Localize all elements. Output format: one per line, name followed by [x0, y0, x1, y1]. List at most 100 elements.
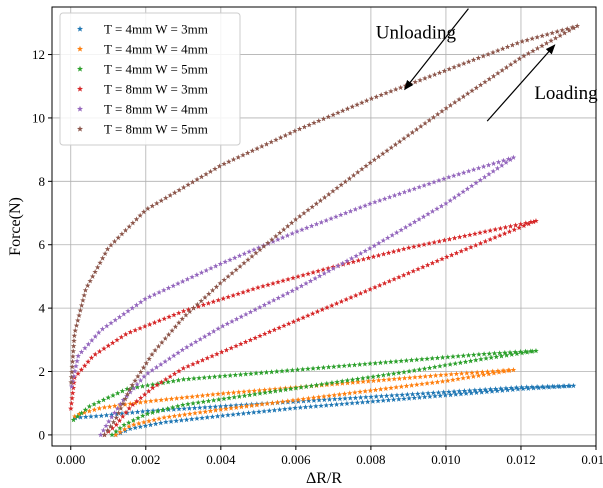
data-point	[137, 399, 144, 405]
data-point	[434, 205, 440, 212]
data-point	[426, 240, 432, 246]
data-point	[96, 348, 103, 354]
data-point	[427, 373, 434, 379]
data-point	[338, 298, 345, 304]
x-tick-label: 0.012	[506, 452, 535, 467]
data-point	[223, 406, 229, 412]
data-point	[202, 404, 208, 410]
data-point	[129, 409, 136, 415]
data-point	[401, 395, 407, 402]
data-point	[549, 383, 556, 389]
data-point	[539, 383, 546, 390]
legend-item: T = 8mm W = 4mm	[76, 102, 208, 117]
data-point	[171, 189, 178, 196]
data-point	[368, 393, 374, 400]
data-point	[130, 417, 137, 423]
legend-box	[59, 12, 241, 146]
data-point	[184, 344, 190, 350]
data-point	[70, 348, 77, 354]
data-point	[139, 412, 146, 419]
data-point	[223, 347, 230, 353]
data-point	[473, 180, 479, 186]
data-point	[516, 224, 522, 231]
data-point	[158, 420, 164, 426]
data-point	[142, 323, 148, 329]
data-point	[519, 38, 525, 44]
data-point	[221, 277, 227, 283]
data-point	[357, 290, 364, 296]
data-point	[396, 370, 402, 376]
data-point	[263, 141, 270, 147]
data-point	[517, 221, 524, 227]
data-point	[496, 350, 503, 356]
data-point	[202, 408, 209, 415]
data-point	[214, 413, 221, 419]
data-point	[383, 90, 389, 96]
data-point	[219, 412, 226, 419]
data-point	[150, 407, 156, 414]
data-point	[352, 394, 359, 401]
data-point	[233, 404, 239, 410]
data-point	[351, 362, 358, 368]
data-point	[422, 120, 428, 126]
data-point	[320, 266, 326, 273]
data-point	[129, 305, 136, 311]
data-point	[370, 373, 376, 380]
data-point	[151, 417, 157, 423]
data-point	[490, 49, 496, 55]
data-point	[478, 356, 484, 362]
data-point	[261, 408, 267, 414]
data-point	[461, 388, 468, 394]
data-point	[148, 398, 154, 404]
data-point	[102, 250, 108, 257]
data-point	[88, 354, 95, 361]
data-point	[344, 258, 350, 264]
data-point	[492, 234, 498, 240]
data-point	[121, 422, 127, 428]
data-point	[254, 402, 260, 408]
data-point	[226, 158, 232, 165]
data-point	[406, 244, 412, 251]
data-point	[179, 278, 186, 284]
data-point	[71, 332, 78, 339]
legend-marker	[76, 105, 84, 112]
data-point	[154, 200, 160, 206]
data-point	[307, 403, 314, 410]
data-point	[442, 362, 448, 368]
data-point	[109, 340, 116, 346]
data-point	[544, 383, 551, 389]
data-point	[406, 368, 412, 374]
data-point	[331, 363, 337, 370]
data-point	[393, 86, 399, 92]
data-point	[191, 405, 198, 411]
data-point	[76, 411, 83, 417]
data-point	[268, 139, 275, 145]
data-point	[204, 392, 211, 398]
data-point	[95, 329, 102, 335]
data-point	[98, 412, 105, 419]
data-point	[147, 421, 154, 428]
data-point	[401, 375, 408, 381]
data-point	[69, 358, 76, 365]
data-point	[446, 389, 452, 395]
data-point	[187, 411, 193, 417]
data-point	[333, 401, 340, 407]
data-point	[141, 391, 148, 397]
data-point	[305, 395, 312, 401]
data-point	[120, 413, 126, 419]
data-point	[464, 370, 470, 376]
data-point	[289, 230, 296, 236]
data-point	[489, 388, 495, 394]
data-point	[180, 365, 187, 371]
data-point	[292, 216, 299, 222]
data-point	[238, 341, 244, 347]
y-tick-label: 4	[39, 301, 46, 316]
data-point	[120, 400, 126, 407]
data-point	[100, 427, 107, 433]
data-point	[309, 310, 316, 317]
data-point	[421, 182, 427, 188]
data-point	[439, 378, 446, 384]
data-point	[341, 390, 348, 397]
data-point	[105, 342, 112, 349]
data-point	[438, 203, 445, 209]
